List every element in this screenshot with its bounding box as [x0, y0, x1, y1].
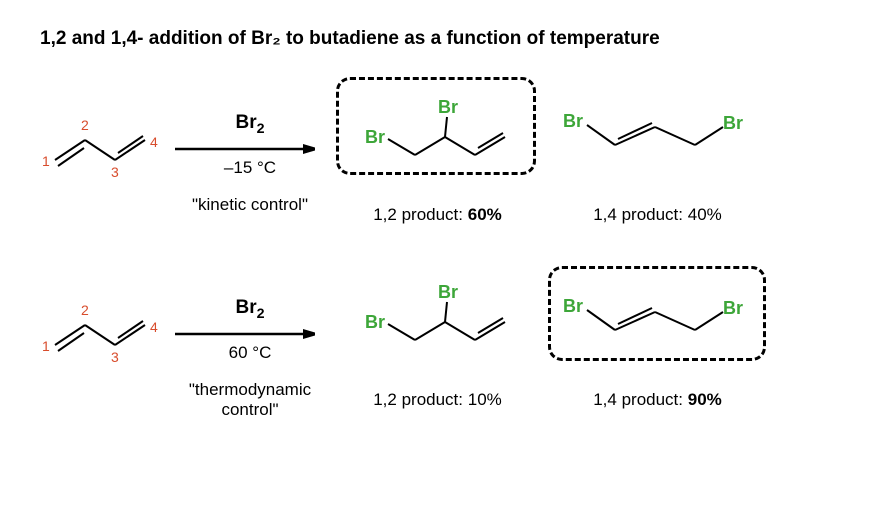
- product-14-box-1: Br Br 1,4 product: 40%: [545, 85, 770, 215]
- temperature-2: 60 °C: [170, 343, 330, 363]
- butadiene-molecule-2: 1 2 3 4: [40, 285, 170, 385]
- atom-number-1: 1: [42, 153, 50, 169]
- product-12-label-1: 1,2 product: 60%: [330, 205, 545, 225]
- reaction-row-2: 1 2 3 4 Br2 60 °C "thermodynamiccontrol"…: [40, 270, 830, 400]
- product-12-box-1: Br Br 1,2 product: 60%: [330, 85, 545, 215]
- br-label: Br: [723, 113, 743, 133]
- reaction-row-1: 1 2 3 4 Br2 –15 °C "kinetic control" Br …: [40, 85, 830, 215]
- temperature-1: –15 °C: [170, 158, 330, 178]
- control-label-1: "kinetic control": [170, 195, 330, 215]
- diagram-title: 1,2 and 1,4- addition of Br₂ to butadien…: [40, 28, 830, 50]
- control-label-2: "thermodynamiccontrol": [165, 380, 335, 420]
- reaction-arrow-1: Br2 –15 °C "kinetic control": [170, 100, 330, 200]
- butadiene-molecule-1: 1 2 3 4: [40, 100, 170, 200]
- reagent-2: Br2: [170, 297, 330, 322]
- highlight-box-1: [336, 77, 536, 175]
- product-14-box-2: Br Br 1,4 product: 90%: [545, 270, 770, 400]
- product-12-label-2: 1,2 product: 10%: [330, 390, 545, 410]
- br-label: Br: [365, 312, 385, 332]
- reaction-arrow-2: Br2 60 °C "thermodynamiccontrol": [170, 285, 330, 385]
- product-14-label-2: 1,4 product: 90%: [545, 390, 770, 410]
- br-label: Br: [438, 282, 458, 302]
- reagent-1: Br2: [170, 112, 330, 137]
- atom-number-3: 3: [111, 164, 119, 180]
- atom-number-4: 4: [150, 134, 158, 150]
- atom-number-2: 2: [81, 302, 89, 318]
- atom-number-4: 4: [150, 319, 158, 335]
- br-label: Br: [563, 111, 583, 131]
- atom-number-1: 1: [42, 338, 50, 354]
- highlight-box-2: [548, 266, 766, 361]
- product-14-label-1: 1,4 product: 40%: [545, 205, 770, 225]
- atom-number-2: 2: [81, 117, 89, 133]
- product-12-box-2: Br Br 1,2 product: 10%: [330, 270, 545, 400]
- atom-number-3: 3: [111, 349, 119, 365]
